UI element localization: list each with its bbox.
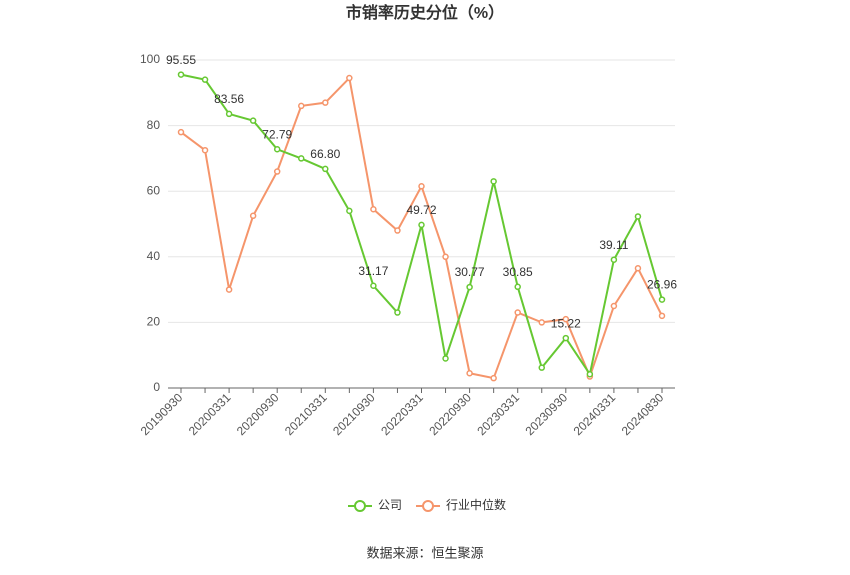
data-point	[225, 286, 233, 293]
y-tick-label: 20	[147, 315, 161, 329]
data-label: 30.85	[503, 265, 533, 279]
data-point	[466, 369, 473, 377]
data-point	[370, 282, 377, 290]
data-point	[370, 205, 377, 213]
x-tick-label: 20240830	[619, 390, 667, 438]
data-point	[298, 155, 305, 162]
data-point	[346, 74, 353, 82]
data-point	[490, 374, 497, 382]
data-label: 31.17	[358, 264, 388, 278]
legend-label: 行业中位数	[446, 497, 506, 512]
data-point	[273, 145, 281, 153]
data-point	[322, 99, 329, 106]
data-point	[322, 165, 329, 173]
x-tick-label: 20220930	[426, 390, 474, 438]
data-label: 26.96	[647, 278, 677, 292]
data-point	[538, 319, 545, 326]
data-point	[514, 309, 521, 316]
data-point	[562, 315, 570, 323]
source: 数据来源：恒生聚源	[366, 545, 483, 560]
y-tick-label: 40	[147, 249, 161, 263]
legend-marker	[422, 500, 435, 512]
data-point	[610, 256, 618, 263]
data-label: 83.56	[214, 92, 244, 106]
x-tick-label: 20220331	[378, 390, 426, 438]
data-point	[394, 227, 401, 234]
data-point	[442, 355, 449, 362]
data-label: 39.11	[599, 238, 628, 252]
x-tick-label: 20210930	[330, 390, 378, 438]
data-point	[298, 102, 305, 110]
legend-label: 公司	[378, 498, 402, 512]
x-tick-label: 20230930	[523, 390, 571, 438]
data-point	[490, 178, 497, 185]
data-point	[201, 76, 209, 83]
data-point	[249, 117, 257, 124]
data-point	[201, 146, 209, 154]
x-tick-label: 20200930	[234, 390, 282, 438]
x-tick-label: 20210331	[282, 390, 330, 438]
y-tick-label: 100	[140, 52, 160, 66]
y-tick-label: 60	[147, 183, 161, 197]
data-label: 49.72	[406, 203, 436, 217]
x-tick-label: 20240331	[571, 390, 619, 438]
data-point	[394, 309, 401, 316]
data-point	[634, 265, 642, 272]
data-point	[658, 312, 666, 320]
data-point	[177, 71, 185, 78]
data-point	[514, 283, 521, 291]
y-tick-label: 0	[153, 380, 160, 394]
data-label: 15.22	[551, 316, 581, 330]
data-label: 72.79	[262, 127, 292, 141]
data-point	[538, 364, 545, 371]
data-label: 66.80	[310, 147, 340, 161]
data-point	[273, 168, 281, 175]
legend-marker	[354, 500, 366, 512]
data-point	[610, 302, 618, 310]
data-label: 95.55	[166, 53, 196, 67]
data-point	[658, 296, 666, 303]
data-point	[466, 283, 473, 291]
data-point	[634, 213, 642, 220]
x-tick-label: 20190930	[138, 390, 186, 438]
data-point	[442, 253, 449, 261]
x-tick-label: 20200331	[186, 390, 234, 438]
data-point	[249, 212, 257, 220]
data-point	[225, 110, 233, 118]
data-point	[418, 221, 425, 229]
y-tick-label: 80	[147, 118, 161, 132]
data-point	[586, 370, 594, 378]
data-label: 30.77	[455, 265, 485, 279]
data-point	[346, 207, 353, 215]
chart-title: 市销率历史分位（%）	[346, 3, 504, 22]
data-point	[177, 128, 185, 136]
x-tick-label: 20230331	[474, 390, 522, 438]
data-point	[418, 183, 425, 190]
data-point	[562, 334, 570, 342]
